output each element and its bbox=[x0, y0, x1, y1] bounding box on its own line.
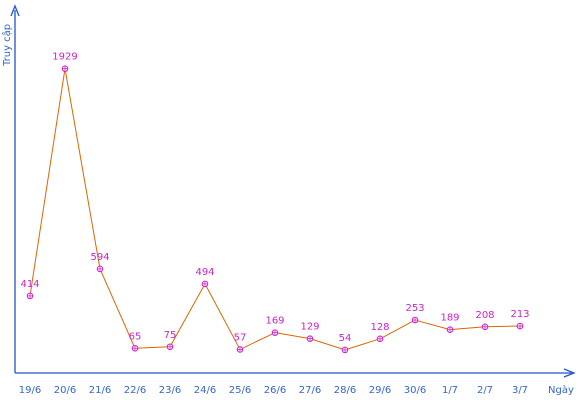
x-tick-label: 20/6 bbox=[54, 385, 76, 396]
series-line-segment bbox=[134, 346, 171, 349]
data-point-marker bbox=[516, 322, 524, 330]
series-line-segment bbox=[484, 325, 521, 328]
data-label: 65 bbox=[129, 331, 142, 342]
x-tick-label: 2/7 bbox=[477, 385, 493, 396]
data-label: 208 bbox=[475, 310, 494, 321]
x-tick-label: 28/6 bbox=[334, 385, 356, 396]
data-point-marker bbox=[341, 346, 349, 354]
x-tick-label: 19/6 bbox=[19, 385, 41, 396]
x-tick-label: 21/6 bbox=[89, 385, 111, 396]
series-line-segment bbox=[204, 283, 241, 350]
series-line-segment bbox=[414, 319, 451, 331]
data-label: 129 bbox=[300, 322, 319, 333]
data-label: 75 bbox=[164, 330, 177, 341]
data-point-marker bbox=[131, 344, 139, 352]
x-tick-label: 30/6 bbox=[404, 385, 426, 396]
data-labels: 414 1929 594 65 75 494 57 169 129 54 128 253 189 208 2… bbox=[20, 52, 529, 344]
data-label: 414 bbox=[20, 279, 39, 290]
axes: Truy cập Ngày bbox=[1, 4, 576, 396]
y-axis-label: Truy cập bbox=[1, 24, 13, 67]
data-point-marker bbox=[411, 316, 419, 324]
data-point-marker bbox=[26, 292, 34, 300]
series-line-segment bbox=[169, 283, 206, 347]
series-line-segment bbox=[239, 332, 276, 350]
x-tick-labels: 19/6 20/6 21/6 22/6 23/6 24/6 25/6 26/6 27/6 28/6… bbox=[19, 385, 528, 396]
data-label: 54 bbox=[339, 333, 352, 344]
series-line-segment bbox=[344, 338, 381, 351]
series-line-segment bbox=[64, 68, 101, 269]
x-tick-label: 27/6 bbox=[299, 385, 321, 396]
series-line-segment bbox=[309, 338, 346, 351]
data-label: 128 bbox=[370, 322, 389, 333]
series-line-segment bbox=[274, 332, 311, 340]
data-point-marker bbox=[481, 323, 489, 331]
x-axis-label: Ngày bbox=[548, 384, 574, 396]
data-label: 253 bbox=[405, 303, 424, 314]
data-point-marker bbox=[376, 335, 384, 343]
x-axis-arrow-icon bbox=[563, 368, 576, 378]
x-tick-label: 26/6 bbox=[264, 385, 286, 396]
data-point-marker bbox=[306, 335, 314, 342]
series-line-segment bbox=[379, 319, 416, 340]
data-point-marker bbox=[166, 343, 174, 351]
series-line-segment bbox=[29, 68, 66, 296]
data-label: 57 bbox=[234, 332, 247, 343]
data-point-marker bbox=[61, 65, 69, 72]
x-tick-label: 3/7 bbox=[512, 385, 528, 396]
series bbox=[29, 68, 521, 351]
x-tick-label: 1/7 bbox=[442, 385, 458, 396]
x-tick-label: 24/6 bbox=[194, 385, 216, 396]
x-tick-label: 29/6 bbox=[369, 385, 391, 396]
data-point-marker bbox=[201, 280, 209, 288]
data-label: 1929 bbox=[52, 52, 77, 63]
data-label: 189 bbox=[440, 313, 459, 324]
data-point-marker bbox=[96, 265, 104, 273]
series-line-segment bbox=[449, 326, 486, 331]
x-tick-label: 22/6 bbox=[124, 385, 146, 396]
data-point-marker bbox=[271, 329, 279, 336]
data-label: 494 bbox=[195, 267, 214, 278]
x-tick-label: 23/6 bbox=[159, 385, 181, 396]
series-line-segment bbox=[99, 268, 136, 349]
data-label: 169 bbox=[265, 316, 284, 327]
markers bbox=[26, 65, 524, 354]
x-tick-label: 25/6 bbox=[229, 385, 251, 396]
data-label: 213 bbox=[510, 309, 529, 320]
data-label: 594 bbox=[90, 252, 109, 263]
data-point-marker bbox=[236, 346, 244, 353]
data-point-marker bbox=[446, 326, 454, 333]
y-axis-arrow-icon bbox=[10, 4, 20, 17]
